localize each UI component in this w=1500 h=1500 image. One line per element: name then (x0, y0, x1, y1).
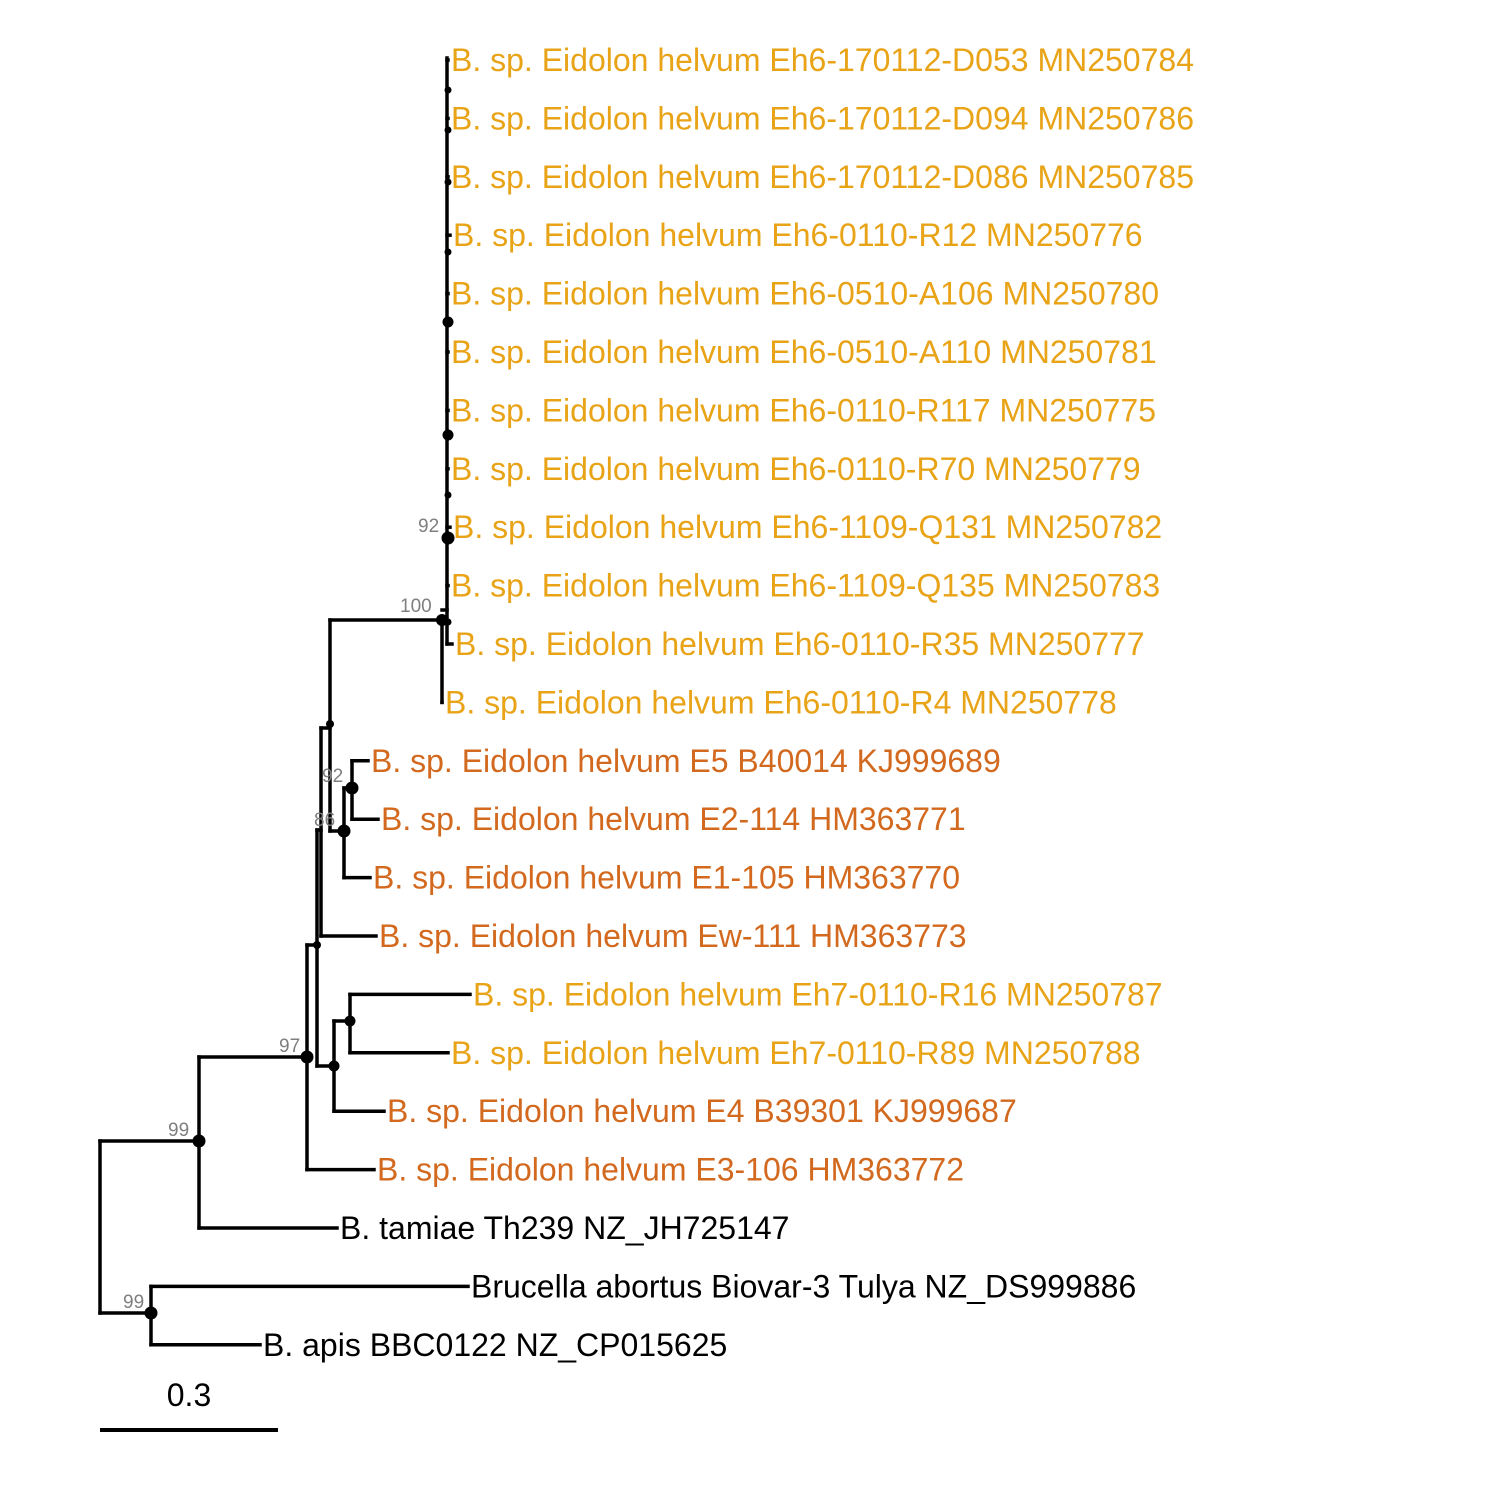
tip-label: B. sp. Eidolon helvum Eh6-0110-R4 MN2507… (445, 684, 1117, 720)
tip-label: B. tamiae Th239 NZ_JH725147 (340, 1210, 789, 1246)
tip-label: B. sp. Eidolon helvum Eh7-0110-R16 MN250… (473, 976, 1163, 1012)
tip-label: B. sp. Eidolon helvum Eh6-1109-Q135 MN25… (451, 568, 1160, 604)
support-value: 97 (279, 1036, 300, 1057)
support-value: 99 (168, 1120, 189, 1141)
node-dot (313, 941, 321, 949)
node-dot (442, 316, 454, 328)
tip-labels: B. sp. Eidolon helvum Eh6-170112-D053 MN… (263, 42, 1194, 1363)
node-markers (144, 86, 455, 1320)
support-value: 100 (400, 596, 432, 617)
node-dot (436, 614, 448, 626)
tip-label: B. sp. Eidolon helvum E3-106 HM363772 (377, 1152, 964, 1188)
node-dot (444, 248, 452, 256)
tip-label: B. sp. Eidolon helvum Eh6-1109-Q131 MN25… (453, 509, 1162, 545)
node-dot (144, 1306, 158, 1320)
tip-label: B. sp. Eidolon helvum Eh6-0110-R70 MN250… (451, 451, 1141, 487)
tip-label: B. sp. Eidolon helvum E5 B40014 KJ999689 (371, 743, 1001, 779)
node-dot (326, 720, 334, 728)
tip-label: B. apis BBC0122 NZ_CP015625 (263, 1327, 727, 1363)
tip-label: B. sp. Eidolon helvum E4 B39301 KJ999687 (387, 1093, 1017, 1129)
tip-label: B. sp. Eidolon helvum Eh6-0110-R35 MN250… (455, 626, 1145, 662)
tip-label: B. sp. Eidolon helvum Eh6-170112-D094 MN… (451, 100, 1194, 136)
node-dot (442, 429, 454, 441)
tip-label: B. sp. Eidolon helvum Ew-111 HM363773 (379, 918, 967, 954)
tip-label: Brucella abortus Biovar-3 Tulya NZ_DS999… (471, 1268, 1136, 1304)
tip-label: B. sp. Eidolon helvum E1-105 HM363770 (373, 860, 960, 896)
tip-label: B. sp. Eidolon helvum Eh7-0110-R89 MN250… (451, 1035, 1141, 1071)
support-value: 92 (322, 766, 343, 787)
tip-label: B. sp. Eidolon helvum Eh6-0510-A110 MN25… (451, 334, 1157, 370)
node-dot (444, 178, 452, 186)
node-dot (444, 86, 452, 94)
node-dot (441, 531, 455, 545)
scale-bar: 0.3 (100, 1377, 278, 1432)
node-dot (444, 491, 452, 499)
support-value: 86 (314, 810, 335, 831)
support-value: 92 (418, 516, 439, 537)
scale-bar-label: 0.3 (167, 1377, 211, 1413)
tip-label: B. sp. Eidolon helvum Eh6-170112-D086 MN… (451, 159, 1194, 195)
tip-label: B. sp. Eidolon helvum E2-114 HM363771 (381, 801, 966, 837)
node-dot (337, 824, 351, 838)
node-dot (345, 781, 359, 795)
tip-label: B. sp. Eidolon helvum Eh6-0510-A106 MN25… (451, 276, 1159, 312)
tip-label: B. sp. Eidolon helvum Eh6-0110-R12 MN250… (453, 217, 1143, 253)
node-dot (192, 1134, 206, 1148)
tip-label: B. sp. Eidolon helvum Eh6-0110-R117 MN25… (451, 392, 1156, 428)
node-dot (300, 1050, 314, 1064)
node-dot (344, 1015, 356, 1027)
node-dot (328, 1060, 340, 1072)
node-dot (444, 126, 452, 134)
tip-label: B. sp. Eidolon helvum Eh6-170112-D053 MN… (451, 42, 1194, 78)
support-values: 92 100 92 86 97 99 99 (123, 516, 439, 1313)
support-value: 99 (123, 1292, 144, 1313)
